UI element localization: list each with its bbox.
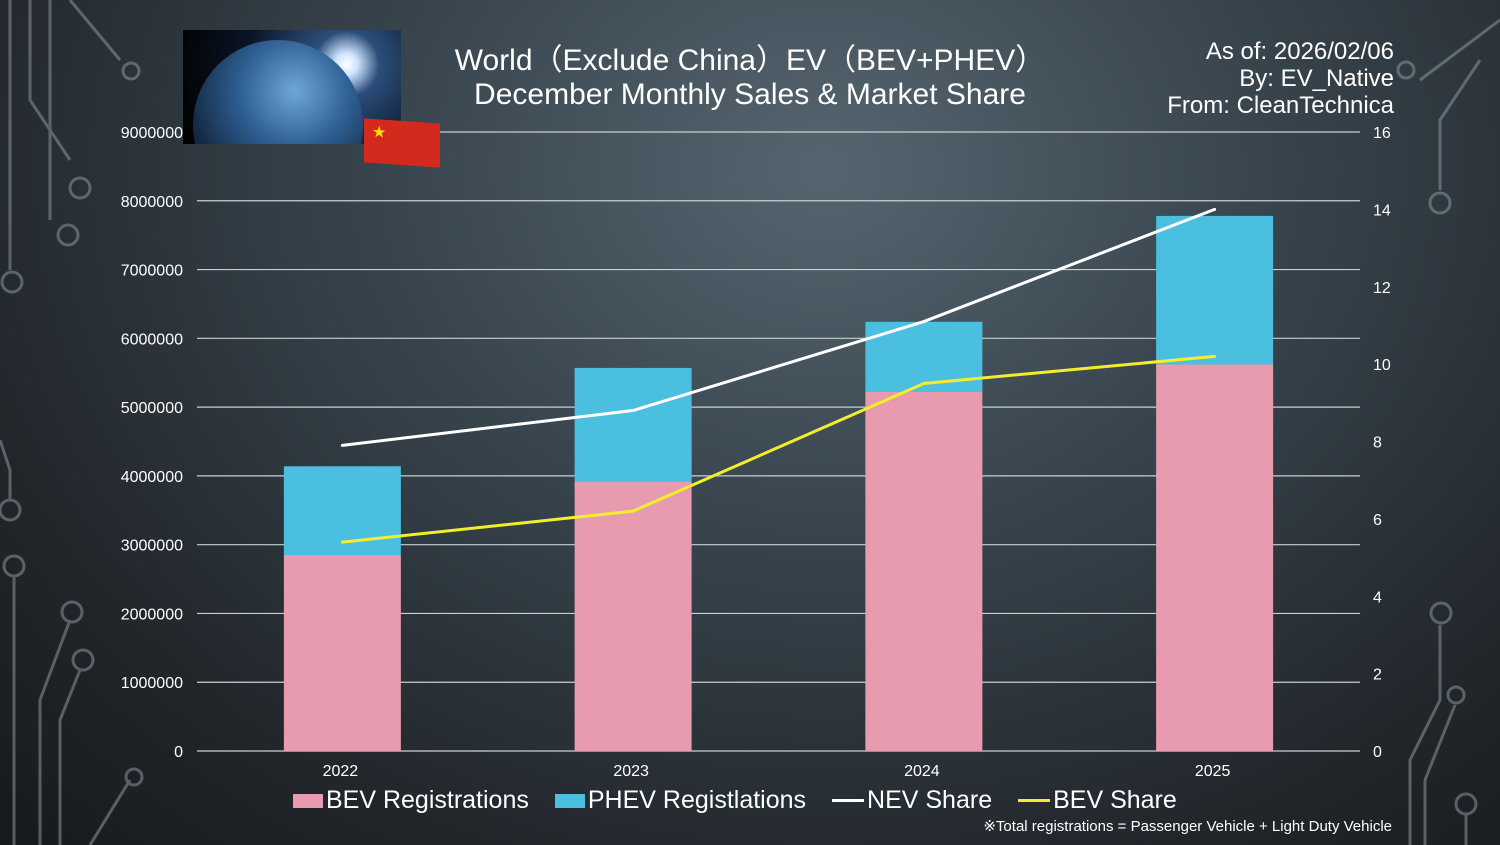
y-left-tick-label: 0 — [174, 744, 183, 761]
y-right-tick-label: 8 — [1373, 435, 1382, 452]
y-right-tick-label: 10 — [1373, 357, 1391, 374]
bar-bev-2022 — [283, 554, 401, 751]
line-point — [922, 381, 926, 385]
author: By: EV_Native — [1239, 65, 1394, 92]
as-of-date: As of: 2026/02/06 — [1205, 38, 1394, 65]
line-point — [631, 409, 635, 413]
earth-image — [183, 30, 401, 144]
legend-label: PHEV Registlations — [587, 786, 807, 814]
y-left-tick-label: 9000000 — [121, 125, 183, 142]
y-left-tick-label: 3000000 — [121, 538, 183, 555]
line-bev-share — [342, 354, 1215, 544]
legend-swatch — [554, 793, 585, 808]
legend-item-bev-share: BEV Share — [1018, 786, 1177, 815]
legend-swatch — [832, 799, 865, 802]
legend-item-bev: BEV Registrations — [293, 786, 529, 815]
y-left-tick-label: 4000000 — [121, 469, 183, 486]
x-tick-label: 2024 — [904, 763, 940, 780]
line-point — [340, 540, 344, 544]
bar-bev-2024 — [865, 391, 983, 751]
y-right-tick-label: 0 — [1373, 744, 1382, 761]
y-left-tick-label: 6000000 — [121, 331, 183, 348]
y-right-tick-label: 12 — [1373, 280, 1391, 297]
x-tick-label: 2023 — [613, 763, 649, 780]
legend-swatch — [293, 793, 323, 808]
line-point — [631, 509, 635, 513]
line-point — [1213, 354, 1217, 358]
y-left-tick-label: 5000000 — [121, 400, 183, 417]
line-point — [922, 320, 926, 324]
legend-swatch — [1018, 799, 1051, 802]
china-flag-icon: ★ — [364, 118, 440, 168]
x-tick-label: 2025 — [1195, 763, 1231, 780]
y-right-tick-label: 14 — [1373, 202, 1391, 219]
line-point — [340, 443, 344, 447]
y-left-tick-label: 2000000 — [121, 606, 183, 623]
bar-phev-2023 — [574, 367, 692, 482]
legend-label: BEV Share — [1053, 786, 1177, 814]
bar-phev-2022 — [283, 466, 401, 555]
share-lines — [340, 207, 1217, 544]
y-left-tick-label: 7000000 — [121, 263, 183, 280]
y-right-tick-label: 4 — [1373, 589, 1382, 606]
title-line-2: December Monthly Sales & Market Share — [474, 78, 1026, 111]
y-right-tick-label: 6 — [1373, 512, 1382, 529]
x-tick-label: 2022 — [323, 763, 359, 780]
y-right-tick-label: 16 — [1373, 125, 1391, 142]
title-line-1: World（Exclude China）EV（BEV+PHEV） — [454, 44, 1046, 77]
chart-title: World（Exclude China）EV（BEV+PHEV） Decembe… — [440, 44, 1060, 112]
legend-item-nev-share: NEV Share — [832, 786, 992, 815]
footnote: ※Total registrations = Passenger Vehicle… — [983, 818, 1392, 835]
bar-bev-2025 — [1156, 364, 1274, 751]
axis-labels: 0 1000000 2000000 3000000 4000000 5000000 6000… — [121, 125, 1391, 780]
line-nev-share — [342, 207, 1216, 447]
bars — [283, 215, 1274, 751]
y-left-tick-label: 1000000 — [121, 675, 183, 692]
y-left-tick-label: 8000000 — [121, 194, 183, 211]
legend-item-phev: PHEV Registlations — [554, 786, 807, 815]
line-point — [1213, 207, 1217, 211]
legend-label: BEV Registrations — [326, 786, 529, 814]
legend: BEV Registrations PHEV Registlations NEV… — [293, 786, 1177, 815]
chart-meta: As of: 2026/02/06 By: EV_Native From: Cl… — [1167, 38, 1394, 119]
source: From: CleanTechnica — [1167, 92, 1394, 119]
legend-label: NEV Share — [867, 786, 993, 814]
y-right-tick-label: 2 — [1373, 667, 1382, 684]
bar-phev-2025 — [1156, 215, 1274, 365]
bar-bev-2023 — [574, 481, 692, 751]
